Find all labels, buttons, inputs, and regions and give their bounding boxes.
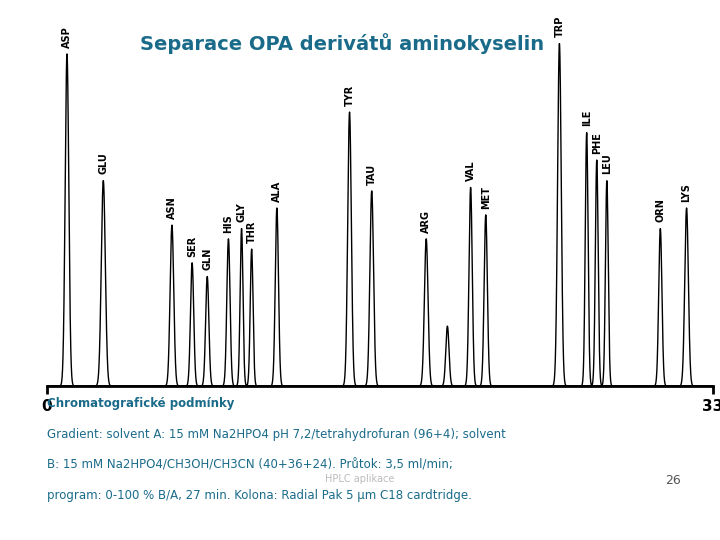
Text: TYR: TYR	[345, 85, 354, 106]
Text: LYS: LYS	[682, 183, 692, 202]
Text: program: 0-100 % B/A, 27 min. Kolona: Radial Pak 5 μm C18 cardtridge.: program: 0-100 % B/A, 27 min. Kolona: Ra…	[47, 489, 472, 502]
Text: 26: 26	[665, 474, 680, 487]
Text: THR: THR	[247, 220, 256, 243]
Text: LEU: LEU	[602, 154, 612, 174]
Text: Separace OPA derivátů aminokyselin: Separace OPA derivátů aminokyselin	[140, 33, 544, 54]
Text: TRP: TRP	[554, 16, 564, 37]
Text: Chromatografické podmínky: Chromatografické podmínky	[47, 397, 234, 410]
Text: ILE: ILE	[582, 110, 592, 126]
Text: ASN: ASN	[167, 196, 177, 219]
Text: HPLC aplikace: HPLC aplikace	[325, 474, 395, 484]
Text: ALA: ALA	[272, 180, 282, 202]
Text: TAU: TAU	[366, 164, 377, 185]
Text: ASP: ASP	[62, 26, 72, 48]
Text: GLN: GLN	[202, 248, 212, 271]
Text: GLU: GLU	[99, 153, 108, 174]
Text: PHE: PHE	[592, 132, 602, 154]
Text: ARG: ARG	[421, 210, 431, 233]
Text: VAL: VAL	[466, 161, 476, 181]
Text: HIS: HIS	[223, 214, 233, 233]
Text: ORN: ORN	[655, 199, 665, 222]
Text: GLY: GLY	[237, 202, 246, 222]
Text: SER: SER	[187, 235, 197, 256]
Text: Gradient: solvent A: 15 mM Na2HPO4 pH 7,2/tetrahydrofuran (96+4); solvent: Gradient: solvent A: 15 mM Na2HPO4 pH 7,…	[47, 428, 505, 441]
Text: MET: MET	[481, 186, 491, 208]
Text: B: 15 mM Na2HPO4/CH3OH/CH3CN (40+36+24). Průtok: 3,5 ml/min;: B: 15 mM Na2HPO4/CH3OH/CH3CN (40+36+24).…	[47, 458, 453, 471]
